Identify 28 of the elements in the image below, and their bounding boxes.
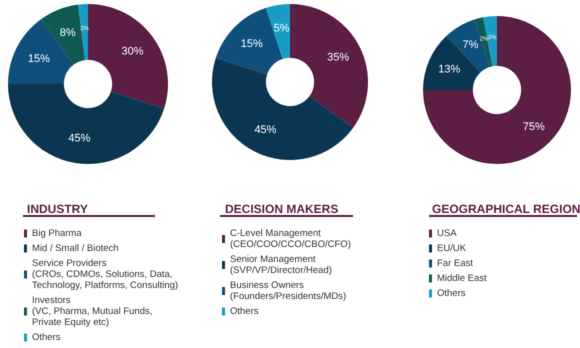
text: GEOGRAPHICAL REGION: [432, 202, 580, 216]
data-label: 45%: [254, 124, 277, 136]
legend-label: USA: [437, 228, 458, 239]
legend-label: Investors (VC, Pharma, Mutual Funds, Private Equity etc): [32, 295, 152, 328]
legend-label: Big Pharma: [32, 228, 82, 239]
legend-label: Middle East: [437, 273, 487, 284]
data-label: 8%: [60, 26, 76, 39]
legend-label: Others: [32, 332, 61, 343]
data-label: 75%: [522, 120, 546, 133]
legend-label: Far East: [437, 258, 474, 269]
data-label: 45%: [68, 132, 91, 144]
text: DECISION MAKERS: [225, 202, 338, 216]
legend-label: EU/UK: [437, 243, 467, 254]
data-label: 5%: [274, 22, 290, 35]
data-label: 15%: [28, 53, 50, 65]
legend-label: Others: [230, 306, 259, 317]
legend-label: Senior Management (SVP/VP/Director/Head): [230, 254, 332, 276]
data-label: 30%: [122, 46, 144, 58]
legend-label: C-Level Management (CEO/COO/CCO/CBO/CFO): [230, 228, 351, 250]
text: INDUSTRY: [27, 202, 88, 216]
data-label: 15%: [240, 38, 263, 50]
data-label: 35%: [327, 51, 350, 64]
data-label: 7%: [462, 39, 479, 52]
legend-label: Mid / Small / Biotech: [32, 243, 119, 254]
legend-label: Service Providers (CROs, CDMOs, Solutions, Data, Technology, Platforms, Consulting): [32, 258, 178, 291]
legend-label: Others: [437, 288, 466, 299]
data-label: 13%: [438, 63, 460, 76]
legend-label: Business Owners (Founders/Presidents/MDs): [230, 280, 346, 302]
